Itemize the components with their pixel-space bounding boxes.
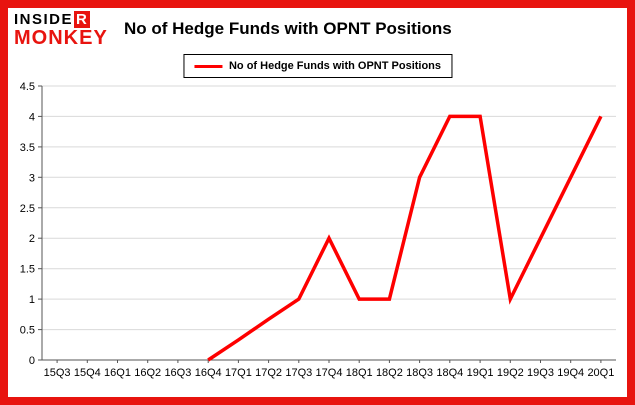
y-tick-label: 4.5 [20,81,35,93]
logo-line-monkey: MONKEY [14,27,108,50]
y-tick-label: 2.5 [20,203,35,215]
y-tick-label: 3.5 [20,142,35,154]
line-chart: 0 0.5 1 1.5 2 2.5 3 3.5 4 4.5 15Q3 15Q4 16Q1 16Q2 16Q3… [20,81,616,379]
x-tick-label: 18Q4 [436,367,463,379]
x-tick-label: 15Q4 [74,367,101,379]
y-tick-label: 0.5 [20,325,35,337]
y-tick-label: 3 [29,172,35,184]
x-tick-label: 16Q3 [164,367,191,379]
x-tick-label: 16Q2 [134,367,161,379]
x-tick-label: 19Q2 [497,367,524,379]
x-tick-label: 18Q3 [406,367,433,379]
y-tick-label: 1 [29,294,35,306]
logo-r-box: R [74,11,91,28]
y-tick-label: 4 [29,111,35,123]
x-tick-label: 16Q1 [104,367,131,379]
x-tick-label: 17Q2 [255,367,282,379]
y-tick-label: 2 [29,233,35,245]
x-tick-label: 17Q4 [316,367,343,379]
y-tick-label: 0 [29,355,35,367]
x-tick-label: 19Q4 [557,367,584,379]
x-tick-label: 18Q1 [346,367,373,379]
legend-label: No of Hedge Funds with OPNT Positions [228,60,442,72]
x-tick-label: 18Q2 [376,367,403,379]
series-line [207,114,603,362]
x-tick-label: 15Q3 [44,367,71,379]
legend: No of Hedge Funds with OPNT Positions [182,54,453,78]
page-title: No of Hedge Funds with OPNT Positions [124,19,452,38]
x-tick-label: 17Q1 [225,367,252,379]
y-tick-label: 1.5 [20,264,35,276]
logo-text-inside: INSIDE [14,11,74,28]
x-tick-label: 19Q1 [467,367,494,379]
chart-frame: INSIDE R MONKEY No of Hedge Funds with OP… [8,8,627,397]
x-tick-label: 16Q4 [195,367,222,379]
logo-line-insider: INSIDE R [14,11,108,28]
insider-monkey-logo: INSIDE R MONKEY [14,11,108,50]
x-tick-label: 20Q1 [587,367,614,379]
x-tick-label: 19Q3 [527,367,554,379]
x-tick-label: 17Q3 [285,367,312,379]
legend-line-swatch [193,64,222,68]
